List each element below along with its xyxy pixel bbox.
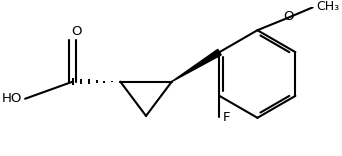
Polygon shape	[172, 49, 221, 82]
Text: HO: HO	[2, 92, 22, 105]
Text: CH₃: CH₃	[316, 0, 340, 13]
Text: F: F	[222, 111, 230, 124]
Text: O: O	[71, 25, 82, 38]
Text: O: O	[284, 10, 294, 23]
